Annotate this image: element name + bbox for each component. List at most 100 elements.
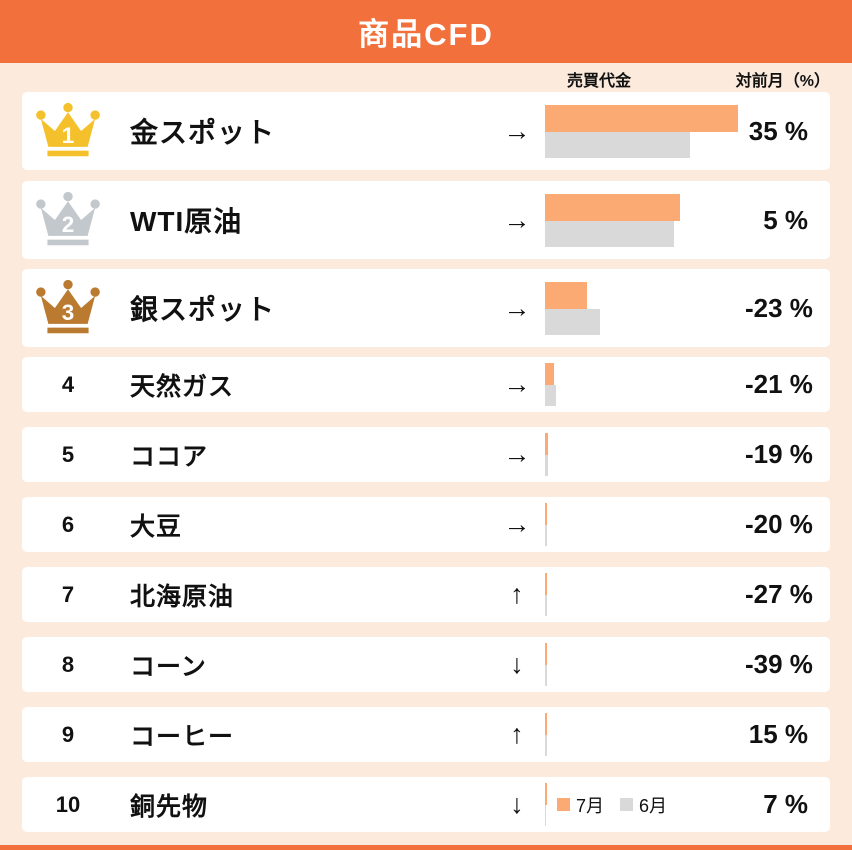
mom-percentage: -21 % bbox=[745, 369, 813, 399]
gold-crown-rank1-icon: 1 bbox=[36, 102, 100, 157]
rank-number: 6 bbox=[61, 511, 75, 537]
rank-cell: 8 bbox=[22, 652, 114, 678]
volume-bars bbox=[545, 643, 745, 686]
bar-june bbox=[545, 131, 690, 158]
bar-june bbox=[545, 665, 547, 686]
bar-july bbox=[545, 573, 547, 595]
bronze-crown-rank3-icon: 3 bbox=[36, 279, 100, 334]
table-row-rank8: 8 コーン ↓ -39 % bbox=[22, 637, 830, 692]
table-row-rank2: 2 WTI原油 → 5 % bbox=[22, 181, 830, 259]
rank-number: 5 bbox=[61, 441, 75, 467]
legend-june-label: 6月 bbox=[639, 795, 668, 816]
bar-july bbox=[545, 193, 680, 221]
legend-july-swatch-icon bbox=[557, 798, 570, 811]
volume-bars bbox=[545, 104, 745, 158]
rank-cell: 7 bbox=[22, 582, 114, 608]
trend-arrow-icon: ↑ bbox=[510, 719, 524, 749]
table-row-rank3: 3 銀スポット → -23 % bbox=[22, 269, 830, 347]
bar-june bbox=[545, 735, 547, 756]
volume-bars bbox=[545, 363, 745, 406]
ranking-list: 1 金スポット → 35 % 2 WTI原油 → bbox=[0, 92, 852, 832]
svg-text:1: 1 bbox=[62, 123, 74, 148]
volume-bars bbox=[545, 433, 745, 476]
table-row-rank5: 5 ココア → -19 % bbox=[22, 427, 830, 482]
trend-arrow-icon: → bbox=[503, 204, 531, 235]
volume-bars bbox=[545, 193, 745, 247]
instrument-name: コーヒー bbox=[130, 722, 235, 751]
table-row-rank4: 4 天然ガス → -21 % bbox=[22, 357, 830, 412]
rank-cell: 5 bbox=[22, 442, 114, 468]
mom-percentage: 5 % bbox=[763, 204, 808, 235]
mom-percentage: -20 % bbox=[745, 509, 813, 539]
instrument-name: ココア bbox=[130, 442, 209, 471]
rank-number: 4 bbox=[61, 371, 75, 397]
mom-percentage: 7 % bbox=[763, 789, 808, 819]
table-row-rank7: 7 北海原油 ↑ -27 % bbox=[22, 567, 830, 622]
legend-june-swatch-icon bbox=[620, 798, 634, 811]
bar-july bbox=[545, 713, 547, 735]
column-header-volume: 売買代金 bbox=[567, 73, 632, 90]
volume-bars bbox=[545, 573, 745, 616]
instrument-name: 銀スポット bbox=[130, 294, 276, 325]
bottom-accent-strip bbox=[0, 845, 852, 850]
trend-arrow-icon: → bbox=[503, 439, 531, 469]
volume-bars bbox=[545, 503, 745, 546]
rank-number: 10 bbox=[55, 791, 81, 817]
bar-july bbox=[545, 783, 547, 805]
rank-cell: 6 bbox=[22, 512, 114, 538]
bar-july bbox=[545, 104, 738, 132]
instrument-name: 北海原油 bbox=[130, 582, 235, 611]
trend-arrow-icon: → bbox=[503, 369, 531, 399]
mom-percentage: 35 % bbox=[748, 115, 808, 146]
instrument-name: 金スポット bbox=[130, 117, 276, 148]
mom-percentage: 15 % bbox=[748, 719, 808, 749]
bar-june bbox=[545, 220, 674, 247]
mom-percentage: -39 % bbox=[745, 649, 813, 679]
bar-june bbox=[545, 525, 547, 546]
trend-arrow-icon: → bbox=[503, 115, 531, 146]
title-bar: 商品CFD bbox=[0, 0, 852, 63]
bar-july bbox=[545, 643, 547, 665]
rank-cell: 1 bbox=[22, 102, 114, 160]
legend-july-label: 7月 bbox=[576, 795, 605, 816]
trend-arrow-icon: ↓ bbox=[510, 789, 524, 819]
bar-july bbox=[545, 281, 587, 309]
volume-bars: 7月 6月 bbox=[545, 783, 745, 826]
instrument-name: 銅先物 bbox=[130, 792, 209, 821]
mom-percentage: -19 % bbox=[745, 439, 813, 469]
trend-arrow-icon: → bbox=[503, 292, 531, 323]
bar-june bbox=[545, 308, 600, 335]
instrument-name: WTI原油 bbox=[130, 206, 243, 237]
bar-june bbox=[545, 385, 556, 406]
instrument-name: コーン bbox=[130, 652, 207, 681]
rank-cell: 2 bbox=[22, 191, 114, 249]
column-headers: 売買代金 対前月（%） bbox=[0, 63, 852, 92]
page-title: 商品CFD bbox=[358, 17, 494, 52]
instrument-name: 大豆 bbox=[130, 512, 183, 541]
bar-july bbox=[545, 503, 547, 525]
volume-bars bbox=[545, 281, 745, 335]
rank-cell: 4 bbox=[22, 372, 114, 398]
rank-number: 8 bbox=[61, 651, 75, 677]
trend-arrow-icon: → bbox=[503, 509, 531, 539]
column-header-mom: 対前月（%） bbox=[735, 73, 830, 90]
bar-june bbox=[545, 455, 548, 476]
bar-june bbox=[545, 595, 547, 616]
legend: 7月 6月 bbox=[557, 792, 667, 818]
bar-july bbox=[545, 363, 554, 385]
trend-arrow-icon: ↑ bbox=[510, 579, 524, 609]
bar-june bbox=[545, 805, 546, 826]
mom-percentage: -23 % bbox=[745, 292, 813, 323]
rank-cell: 3 bbox=[22, 279, 114, 337]
instrument-name: 天然ガス bbox=[130, 372, 235, 401]
rank-number: 7 bbox=[61, 581, 75, 607]
trend-arrow-icon: ↓ bbox=[510, 649, 524, 679]
table-row-rank10: 10 銅先物 ↓ 7月 6月 7 % bbox=[22, 777, 830, 832]
svg-text:3: 3 bbox=[62, 300, 74, 325]
silver-crown-rank2-icon: 2 bbox=[36, 191, 100, 246]
table-row-rank9: 9 コーヒー ↑ 15 % bbox=[22, 707, 830, 762]
rank-cell: 10 bbox=[22, 792, 114, 818]
volume-bars bbox=[545, 713, 745, 756]
svg-text:2: 2 bbox=[62, 212, 74, 237]
